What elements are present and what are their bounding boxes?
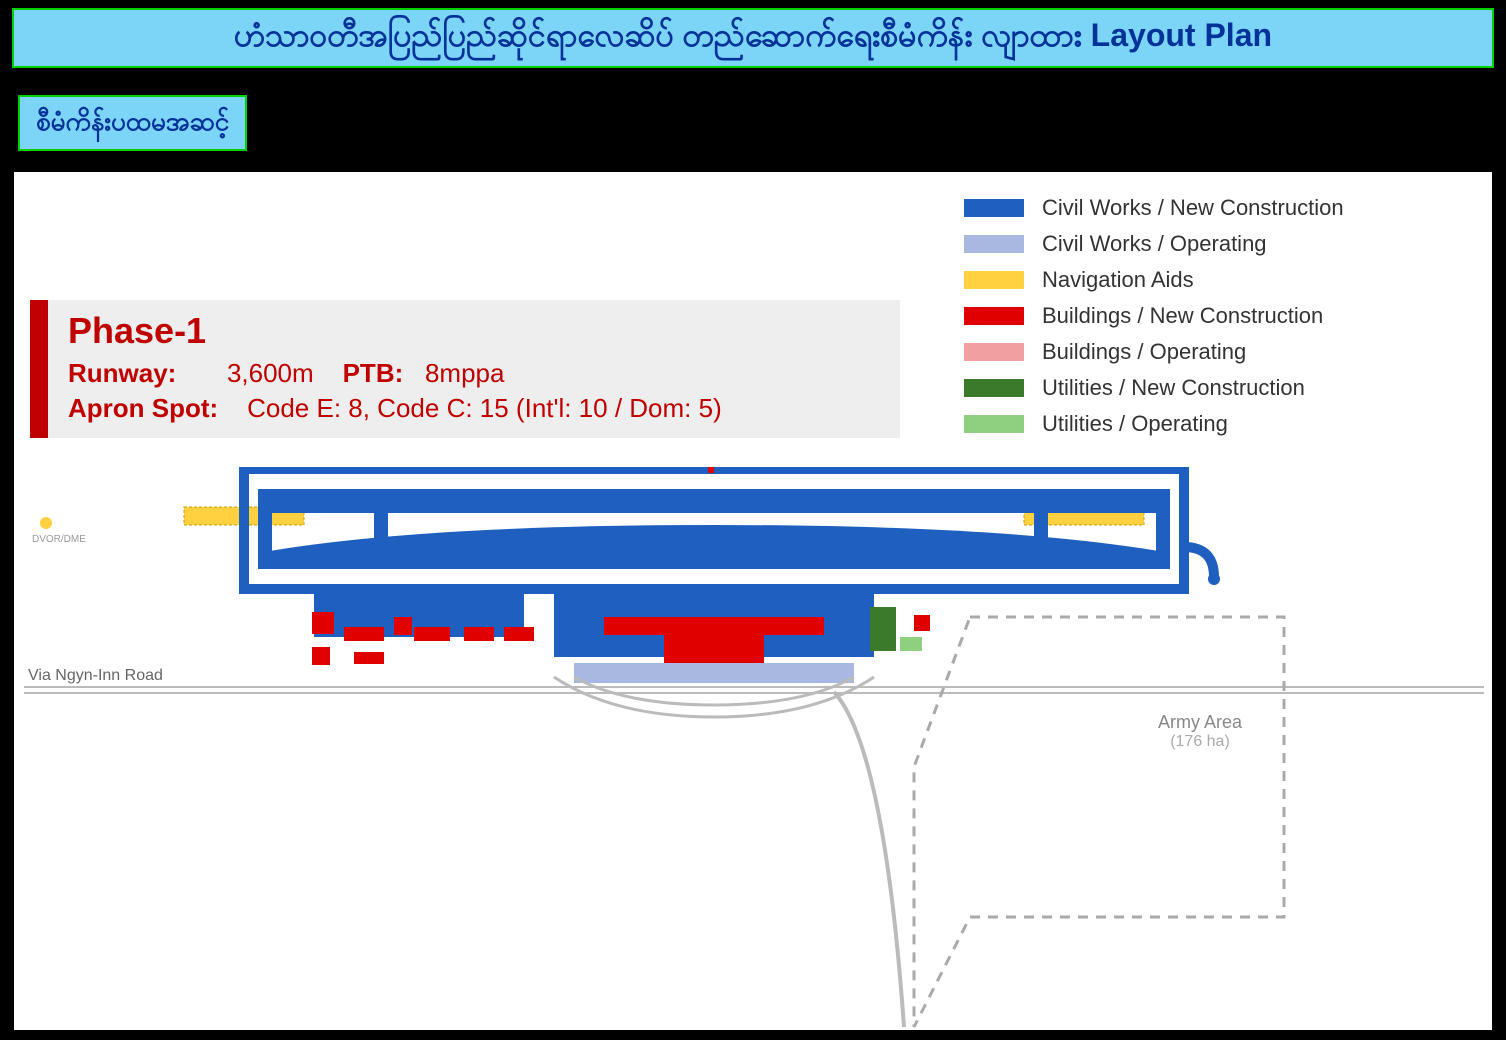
legend-swatch [964,271,1024,289]
legend-row: Utilities / Operating [964,406,1464,442]
legend-swatch [964,307,1024,325]
legend-swatch [964,415,1024,433]
apron-value: Code E: 8, Code C: 15 (Int'l: 10 / Dom: … [247,393,722,423]
phase-runway-line: Runway: 3,600m PTB: 8mppa [68,356,880,391]
layout-svg [14,467,1492,1030]
page-title: ဟံသာဝတီအပြည်ပြည်ဆိုင်ရာလေဆိပ် တည်ဆောက်ရေ… [234,14,1272,62]
legend-swatch [964,235,1024,253]
legend-row: Utilities / New Construction [964,370,1464,406]
phase-subtitle-badge: စီမံကိန်းပထမအဆင့် [18,95,247,151]
legend-swatch [964,343,1024,361]
main-panel: Civil Works / New Construction Civil Work… [14,172,1492,1030]
army-area-name: Army Area [1158,712,1242,733]
legend-row: Navigation Aids [964,262,1464,298]
ptb-value: 8mppa [425,358,505,388]
apron-label: Apron Spot: [68,393,218,423]
runway-label: Runway: [68,358,176,388]
phase-title: Phase-1 [68,310,880,352]
legend-label: Navigation Aids [1042,267,1194,293]
phase-subtitle: စီမံကိန်းပထမအဆင့် [36,104,229,143]
dvor-label: DVOR/DME [32,534,86,545]
runway-value: 3,600m [227,358,314,388]
page-title-banner: ဟံသာဝတီအပြည်ပြည်ဆိုင်ရာလေဆိပ် တည်ဆောက်ရေ… [12,8,1494,68]
legend-row: Civil Works / New Construction [964,190,1464,226]
legend-row: Civil Works / Operating [964,226,1464,262]
road-label: Via Ngyn-Inn Road [28,667,163,685]
legend-swatch [964,379,1024,397]
phase-info-panel: Phase-1 Runway: 3,600m PTB: 8mppa Apron … [30,300,900,438]
legend-label: Buildings / New Construction [1042,303,1323,329]
legend-row: Buildings / Operating [964,334,1464,370]
legend-label: Buildings / Operating [1042,339,1246,365]
army-area-label: Army Area (176 ha) [1158,712,1242,751]
legend-label: Utilities / Operating [1042,411,1228,437]
airport-layout-diagram [14,467,1492,1030]
legend: Civil Works / New Construction Civil Work… [964,190,1464,442]
legend-label: Utilities / New Construction [1042,375,1305,401]
legend-label: Civil Works / Operating [1042,231,1267,257]
legend-label: Civil Works / New Construction [1042,195,1344,221]
legend-swatch [964,199,1024,217]
ptb-label: PTB: [343,358,404,388]
legend-row: Buildings / New Construction [964,298,1464,334]
army-area-size: (176 ha) [1158,733,1242,751]
phase-apron-line: Apron Spot: Code E: 8, Code C: 15 (Int'l… [68,391,880,426]
